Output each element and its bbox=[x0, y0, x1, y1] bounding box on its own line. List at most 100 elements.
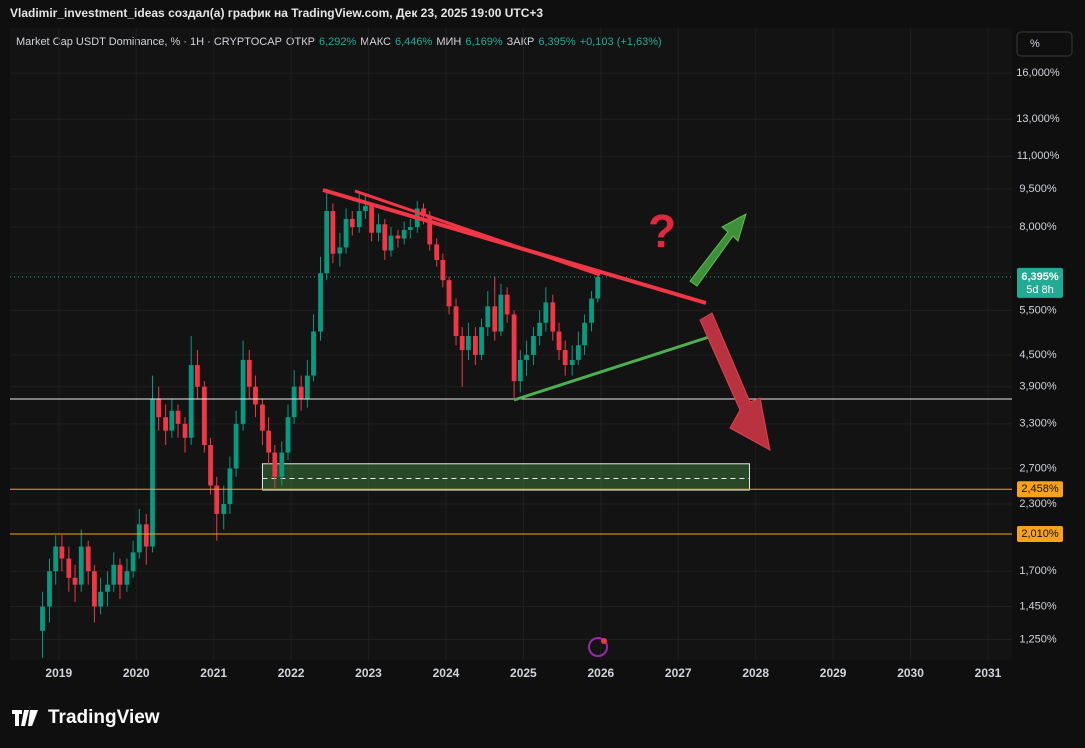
candle-body bbox=[98, 591, 103, 607]
candle-body bbox=[182, 423, 188, 438]
y-tick-label: 3,900% bbox=[1019, 381, 1057, 393]
candle-body bbox=[556, 331, 562, 351]
y-tick-label: 16,000% bbox=[1016, 67, 1060, 79]
candle-body bbox=[582, 322, 587, 346]
candle-body bbox=[240, 359, 246, 424]
candle-body bbox=[382, 224, 388, 251]
x-tick-label: 2022 bbox=[278, 666, 305, 680]
candle-body bbox=[66, 558, 72, 578]
x-tick-label: 2029 bbox=[820, 666, 847, 680]
countdown-label: 5d 8h bbox=[1026, 284, 1054, 296]
y-tick-label: 2,300% bbox=[1019, 498, 1057, 510]
candle-body bbox=[427, 216, 433, 245]
candle-body bbox=[537, 322, 543, 337]
x-tick-label: 2030 bbox=[897, 666, 924, 680]
candle-body bbox=[407, 227, 413, 230]
candle-body bbox=[156, 398, 162, 418]
candle-body bbox=[163, 417, 169, 431]
candle-body bbox=[143, 524, 149, 547]
x-tick-label: 2020 bbox=[123, 666, 150, 680]
legend-title: Market Cap USDT Dominance, % · 1H · CRYP… bbox=[16, 36, 282, 48]
legend-value: 6,292% bbox=[319, 36, 357, 48]
x-tick-label: 2031 bbox=[975, 666, 1002, 680]
y-tick-label: 1,700% bbox=[1019, 565, 1057, 577]
legend: Market Cap USDT Dominance, % · 1H · CRYP… bbox=[16, 36, 662, 48]
legend-value: 6,395% bbox=[538, 36, 576, 48]
candle-body bbox=[466, 336, 471, 351]
last-price-label: 6,395% bbox=[1021, 271, 1059, 283]
candle-body bbox=[388, 235, 394, 251]
candle-body bbox=[246, 359, 252, 387]
level-label-box bbox=[1017, 525, 1063, 542]
candle-body bbox=[169, 410, 175, 431]
candle-body bbox=[221, 504, 227, 514]
candle-body bbox=[330, 211, 336, 254]
candle-body bbox=[543, 302, 549, 323]
candle-body bbox=[562, 350, 568, 366]
candle-body bbox=[272, 452, 278, 477]
legend-key: МИН bbox=[436, 36, 461, 48]
candle-body bbox=[266, 430, 272, 453]
candle-body bbox=[595, 277, 601, 299]
y-tick-label: 3,300% bbox=[1019, 418, 1057, 430]
candle-body bbox=[53, 546, 59, 572]
candle-body bbox=[285, 417, 291, 453]
x-tick-label: 2021 bbox=[200, 666, 227, 680]
candle-body bbox=[78, 546, 84, 585]
legend-value: 6,169% bbox=[465, 36, 503, 48]
candle-body bbox=[401, 229, 407, 239]
candle-body bbox=[150, 398, 155, 547]
candle-body bbox=[188, 365, 194, 438]
y-tick-label: 4,500% bbox=[1019, 349, 1057, 361]
x-tick-label: 2027 bbox=[665, 666, 692, 680]
candle-body bbox=[194, 365, 200, 387]
candle-body bbox=[201, 386, 207, 446]
y-tick-label: 9,500% bbox=[1019, 183, 1057, 195]
candle-body bbox=[260, 404, 265, 431]
candle-body bbox=[485, 306, 491, 328]
candle-body bbox=[550, 302, 556, 332]
arrow-up bbox=[689, 212, 747, 287]
candle-body bbox=[517, 359, 523, 382]
candle-body bbox=[453, 306, 459, 337]
candle-body bbox=[421, 208, 426, 217]
watermark: TradingView bbox=[48, 707, 160, 728]
level-label: 2,010% bbox=[1021, 528, 1059, 540]
candle-body bbox=[47, 571, 52, 607]
candle-body bbox=[363, 205, 368, 212]
x-tick-label: 2019 bbox=[45, 666, 72, 680]
annotation: ? bbox=[648, 205, 676, 257]
candle-body bbox=[136, 524, 142, 553]
y-tick-label: 8,000% bbox=[1019, 221, 1057, 233]
candle-body bbox=[524, 354, 529, 360]
legend-key: МАКС bbox=[360, 36, 391, 48]
candle-body bbox=[589, 298, 594, 323]
candles bbox=[10, 188, 1012, 659]
candle-body bbox=[446, 280, 452, 307]
candle-body bbox=[349, 218, 355, 228]
scale-button-label[interactable]: % bbox=[1030, 38, 1040, 50]
candle-body bbox=[40, 606, 45, 631]
candle-body bbox=[376, 224, 381, 233]
last-price-box bbox=[1017, 267, 1063, 298]
candle-body bbox=[304, 375, 310, 399]
candle-body bbox=[117, 564, 123, 585]
candle-body bbox=[369, 205, 375, 233]
candle-body bbox=[279, 452, 285, 477]
candle-body bbox=[343, 218, 349, 248]
candle-body bbox=[233, 423, 239, 469]
scale-button[interactable] bbox=[1016, 31, 1073, 57]
candle-body bbox=[208, 445, 213, 486]
legend-change: +0,103 (+1,63%) bbox=[580, 36, 662, 48]
candle-body bbox=[479, 327, 484, 355]
y-tick-label: 1,450% bbox=[1019, 600, 1057, 612]
candle-body bbox=[124, 571, 130, 585]
event-icon[interactable] bbox=[588, 637, 608, 657]
candle-body bbox=[459, 336, 465, 351]
level-label-box bbox=[1017, 481, 1063, 498]
x-tick-label: 2028 bbox=[742, 666, 769, 680]
y-tick-label: 2,700% bbox=[1019, 462, 1057, 474]
arrow-down bbox=[699, 312, 771, 451]
candle-body bbox=[337, 247, 343, 254]
candle-body bbox=[356, 211, 362, 228]
